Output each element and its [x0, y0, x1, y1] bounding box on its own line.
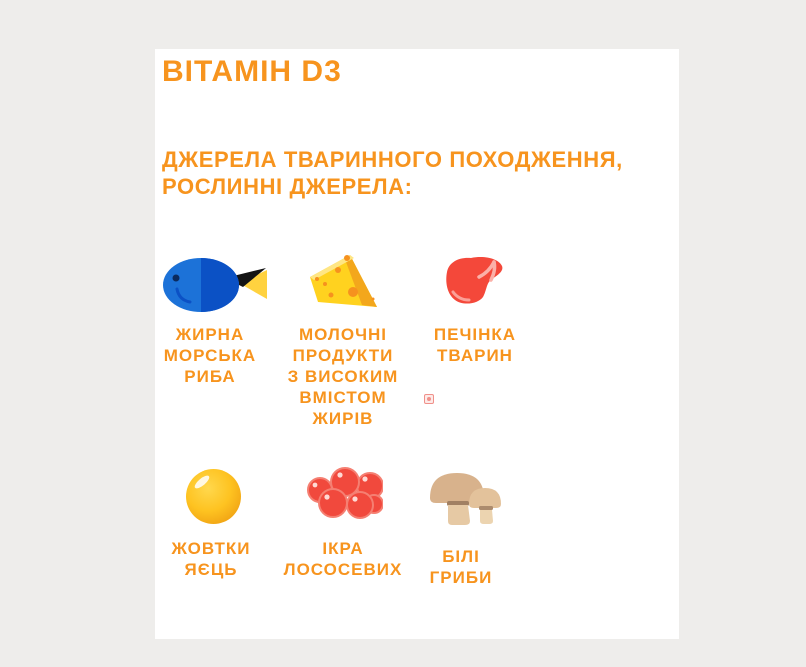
caviar-icon [302, 465, 383, 527]
liver-icon [443, 254, 505, 308]
cheese-icon [306, 252, 382, 314]
source-label-fatty-sea-fish: ЖИРНА МОРСЬКА РИБА [163, 325, 257, 386]
mushrooms-icon [427, 468, 503, 525]
source-label-egg-yolks: ЖОВТКИ ЯЄЦЬ [171, 539, 251, 579]
egg-yolk-icon [185, 468, 242, 525]
fish-icon [163, 255, 267, 315]
source-label-salmon-caviar: ІКРА ЛОСОСЕВИХ [283, 539, 403, 579]
subtitle: ДЖЕРЕЛА ТВАРИННОГО ПОХОДЖЕННЯ, РОСЛИННІ … [162, 147, 623, 199]
page-title: ВІТАМІН D3 [162, 55, 342, 88]
infographic-card: ВІТАМІН D3 ДЖЕРЕЛА ТВАРИННОГО ПОХОДЖЕННЯ… [155, 49, 679, 639]
source-label-dairy-high-fat: МОЛОЧНІ ПРОДУКТИ З ВИСОКИМ ВМІСТОМ ЖИРІВ [287, 325, 399, 428]
source-label-porcini-mushrooms: БІЛІ ГРИБИ [429, 547, 493, 587]
broken-image-icon [424, 394, 434, 404]
source-label-animal-liver: ПЕЧІНКА ТВАРИН [433, 325, 517, 365]
